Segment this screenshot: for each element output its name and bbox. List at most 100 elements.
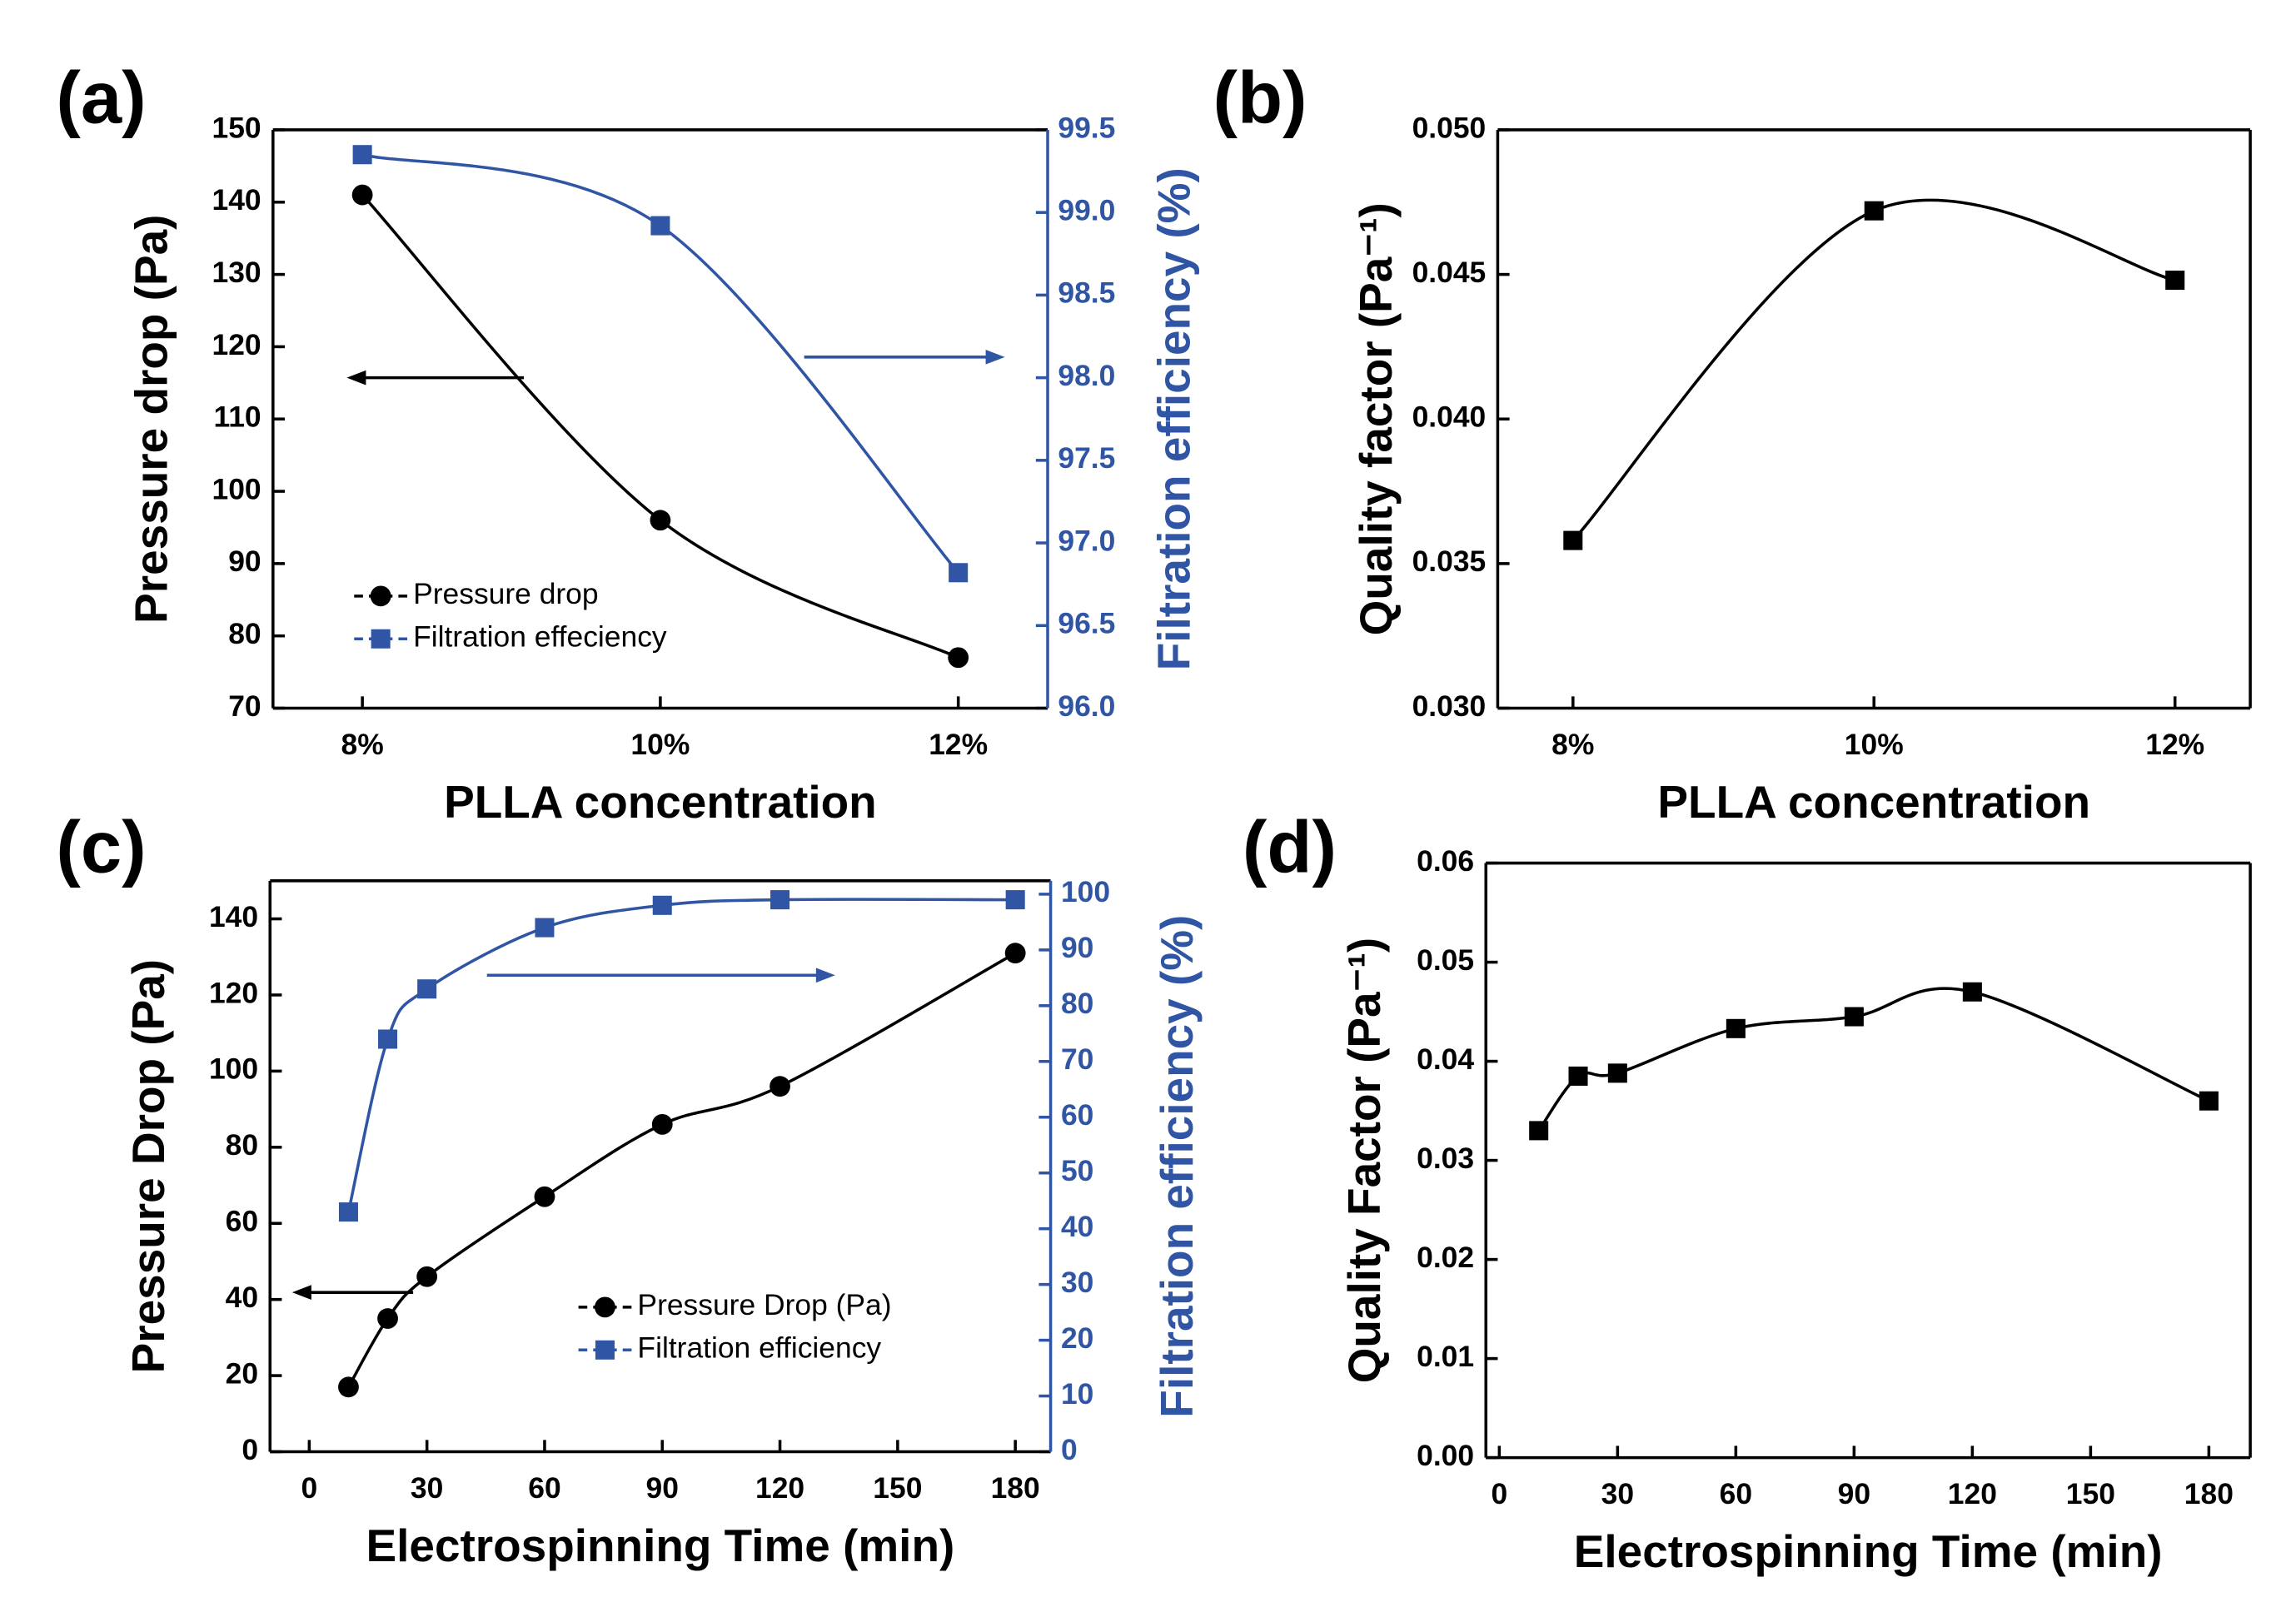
y-tick-label: 0.050 bbox=[1412, 111, 1487, 144]
point bbox=[770, 890, 790, 910]
y-tick-label: 140 bbox=[209, 900, 258, 933]
point bbox=[1864, 201, 1884, 221]
y-tick-label: 0.035 bbox=[1412, 545, 1487, 578]
x-axis-title: Electrospinning Time (min) bbox=[366, 1520, 955, 1571]
x-axis-title: Electrospinning Time (min) bbox=[1574, 1525, 2163, 1577]
point bbox=[378, 1029, 398, 1049]
y-tick-label: 70 bbox=[228, 689, 261, 723]
y-tick-label: 0 bbox=[242, 1433, 258, 1466]
panel-chart: (b) 0.030 0.035 0.040 0.045 0.050 8% 10% 12% PLLA… bbox=[1213, 56, 2252, 828]
panel-label: (c) bbox=[56, 806, 146, 888]
y-tick-label: 40 bbox=[226, 1281, 258, 1314]
panel-label: (d) bbox=[1243, 806, 1337, 888]
y-tick-label: 140 bbox=[212, 183, 261, 216]
y2-tick-label: 70 bbox=[1061, 1042, 1093, 1076]
panel-chart: (c) 0 20 40 60 80 100 120 140 0 10 20 30 40 50 60 70 80 90… bbox=[56, 806, 1203, 1571]
panel-label: (b) bbox=[1213, 56, 1307, 138]
arrowhead bbox=[815, 968, 835, 983]
y2-tick-label: 0 bbox=[1061, 1433, 1078, 1466]
x-tick-label: 10% bbox=[630, 728, 690, 761]
y-tick-label: 0.045 bbox=[1412, 256, 1487, 289]
point bbox=[650, 510, 671, 531]
x-tick-label: 90 bbox=[1838, 1477, 1870, 1510]
legend-marker bbox=[595, 1340, 615, 1360]
point bbox=[949, 563, 969, 583]
y-tick-label: 100 bbox=[212, 472, 261, 505]
y-tick-label: 0.06 bbox=[1417, 844, 1474, 878]
y2-axis-title: Filtration efficiency (%) bbox=[1148, 167, 1199, 670]
y2-tick-label: 97.5 bbox=[1058, 441, 1115, 475]
point bbox=[338, 1376, 359, 1398]
series-line bbox=[1571, 198, 2176, 542]
y-tick-label: 0.05 bbox=[1417, 943, 1474, 977]
point bbox=[1005, 890, 1025, 910]
series-line bbox=[346, 952, 1017, 1388]
series-line bbox=[346, 898, 1016, 1212]
legend-marker bbox=[371, 629, 391, 649]
point bbox=[1844, 1007, 1864, 1027]
panel-chart: (d) 0.00 0.01 0.02 0.03 0.04 0.05 0.06 0 30 60 90 12… bbox=[1243, 806, 2252, 1577]
point bbox=[352, 145, 372, 165]
point bbox=[338, 1202, 358, 1222]
x-tick-label: 60 bbox=[528, 1471, 560, 1505]
arrowhead bbox=[291, 1285, 311, 1301]
x-tick-label: 60 bbox=[1720, 1477, 1752, 1510]
y2-tick-label: 98.5 bbox=[1058, 276, 1115, 310]
y-tick-label: 0.040 bbox=[1412, 401, 1487, 434]
y-tick-label: 120 bbox=[209, 976, 258, 1009]
y-tick-label: 150 bbox=[212, 111, 261, 144]
y2-tick-label: 97.0 bbox=[1058, 524, 1115, 557]
x-tick-label: 180 bbox=[2184, 1477, 2234, 1510]
panel-chart: (a) 70 80 90 100 110 120 130 140 150 96.0 96.5 97.0 9… bbox=[56, 56, 1199, 827]
x-axis-title: PLLA concentration bbox=[444, 776, 877, 828]
x-tick-label: 10% bbox=[1845, 728, 1904, 761]
y-axis-title: Quality Factor (Pa⁻¹) bbox=[1338, 938, 1390, 1383]
y-tick-label: 0.00 bbox=[1417, 1439, 1474, 1472]
arrowhead bbox=[985, 349, 1005, 365]
y-axis-title: Pressure drop (Pa) bbox=[126, 215, 177, 624]
x-tick-label: 0 bbox=[301, 1471, 317, 1505]
y2-tick-label: 80 bbox=[1061, 987, 1093, 1020]
point bbox=[416, 1266, 438, 1287]
point bbox=[1529, 1121, 1549, 1141]
y-tick-label: 0.02 bbox=[1417, 1241, 1474, 1274]
y-tick-label: 0.01 bbox=[1417, 1340, 1474, 1373]
x-tick-label: 12% bbox=[2145, 728, 2204, 761]
y-tick-label: 60 bbox=[226, 1205, 258, 1238]
point bbox=[1004, 943, 1026, 964]
annotation-arrows bbox=[291, 349, 1005, 1301]
y-tick-label: 120 bbox=[212, 328, 261, 361]
y2-tick-label: 20 bbox=[1061, 1321, 1093, 1355]
point bbox=[1962, 982, 1982, 1002]
point bbox=[534, 1186, 555, 1207]
y2-tick-label: 60 bbox=[1061, 1098, 1093, 1132]
x-tick-label: 8% bbox=[1551, 728, 1594, 761]
x-tick-label: 30 bbox=[1601, 1477, 1634, 1510]
y2-tick-label: 99.5 bbox=[1058, 111, 1115, 144]
point bbox=[351, 184, 373, 206]
point bbox=[948, 647, 969, 669]
point bbox=[650, 216, 670, 236]
x-tick-label: 180 bbox=[991, 1471, 1040, 1505]
point bbox=[1563, 530, 1583, 550]
x-tick-label: 0 bbox=[1491, 1477, 1507, 1510]
x-axis-title: PLLA concentration bbox=[1657, 776, 2090, 828]
legend-label: Filtration efficiency bbox=[637, 1331, 881, 1365]
y2-tick-label: 99.0 bbox=[1058, 194, 1115, 227]
y2-tick-label: 96.0 bbox=[1058, 689, 1115, 723]
point bbox=[1726, 1018, 1746, 1038]
legend-label: Pressure drop bbox=[413, 577, 598, 610]
y-tick-label: 80 bbox=[228, 617, 261, 650]
x-tick-label: 120 bbox=[1948, 1477, 1997, 1510]
series-line bbox=[361, 152, 960, 574]
point bbox=[651, 1113, 673, 1135]
y-axis-title: Pressure Drop (Pa) bbox=[122, 959, 174, 1373]
y-tick-label: 100 bbox=[209, 1052, 258, 1086]
point bbox=[652, 895, 672, 915]
x-tick-label: 150 bbox=[2066, 1477, 2115, 1510]
point bbox=[2165, 271, 2185, 291]
point bbox=[417, 979, 437, 999]
y2-tick-label: 98.0 bbox=[1058, 359, 1115, 392]
y-tick-label: 130 bbox=[212, 256, 261, 289]
y-tick-label: 0.030 bbox=[1412, 689, 1487, 723]
